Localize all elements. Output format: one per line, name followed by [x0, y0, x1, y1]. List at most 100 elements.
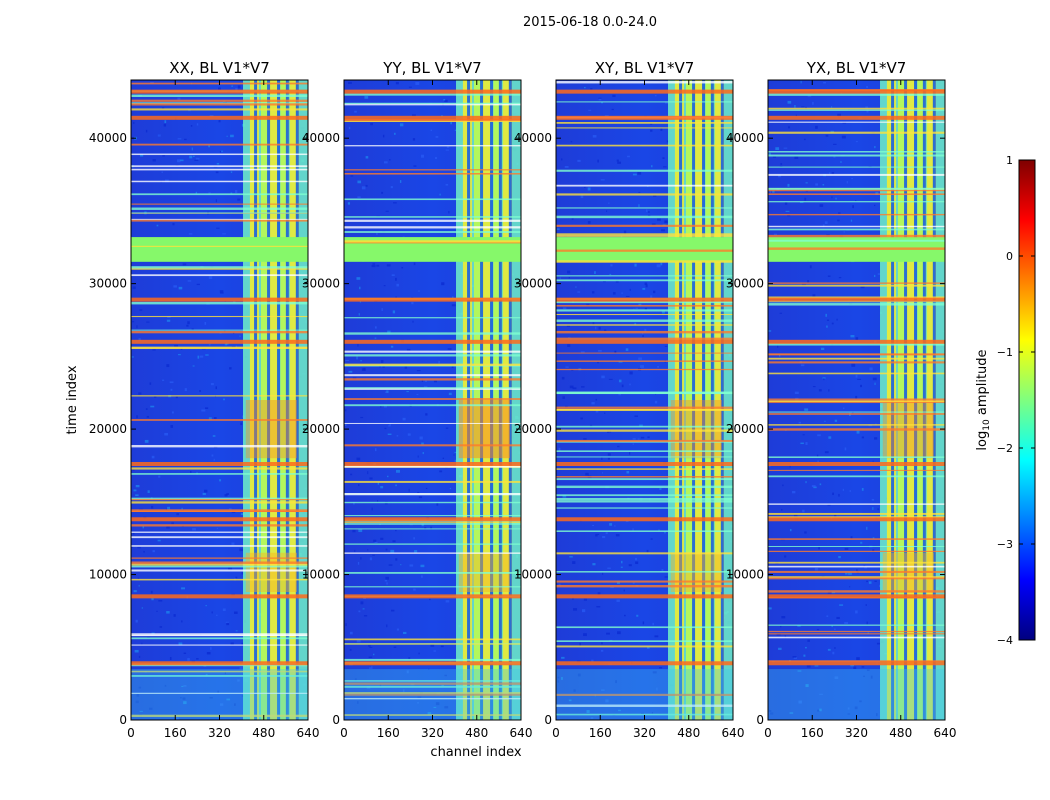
time-row — [344, 682, 521, 685]
panel-title: YX, BL V1*V7 — [806, 59, 907, 77]
noise-speck — [196, 123, 199, 126]
noise-speck — [866, 526, 868, 530]
rfi-stripe — [694, 80, 704, 720]
time-row — [768, 353, 945, 355]
noise-speck — [219, 479, 222, 482]
time-row — [768, 151, 945, 153]
noise-speck — [661, 568, 664, 572]
noise-speck — [224, 671, 226, 675]
noise-speck — [441, 282, 445, 286]
noise-speck — [216, 163, 220, 165]
noise-speck — [800, 442, 804, 445]
y-tick-label: 0 — [119, 713, 127, 727]
noise-speck — [393, 646, 397, 648]
x-axis-label: channel index — [430, 745, 521, 760]
low-time-band — [768, 669, 945, 720]
noise-speck — [783, 147, 788, 149]
noise-speck — [222, 608, 226, 612]
colorbar-tick-label: −4 — [997, 634, 1013, 647]
time-row — [131, 108, 308, 111]
noise-speck — [146, 321, 150, 323]
time-row — [344, 692, 521, 694]
noise-speck — [417, 491, 420, 494]
time-row — [344, 172, 521, 175]
noise-speck — [625, 348, 629, 351]
noise-speck — [590, 717, 594, 719]
noise-speck — [415, 82, 420, 85]
noise-speck — [662, 157, 665, 159]
noise-speck — [390, 186, 393, 189]
hot-row — [556, 462, 733, 466]
heatmap-panel-1: XX, BL V1*V7 0 160 320 480 640 0 10000 20000 3000… — [89, 59, 320, 740]
noise-speck — [844, 547, 849, 551]
noise-speck — [819, 708, 822, 712]
time-row — [131, 509, 308, 512]
noise-speck — [136, 325, 138, 329]
time-row — [344, 378, 521, 381]
noise-speck — [433, 380, 437, 383]
noise-speck — [816, 454, 819, 458]
time-row — [344, 515, 521, 517]
noise-speck — [827, 648, 831, 651]
time-row — [344, 404, 521, 407]
time-row — [131, 102, 308, 104]
time-row — [768, 166, 945, 168]
time-row — [131, 674, 308, 677]
time-row — [556, 368, 733, 371]
colorbar-tick-label: −3 — [997, 538, 1013, 551]
noise-speck — [585, 472, 589, 476]
noise-speck — [430, 644, 435, 647]
noise-speck — [387, 330, 391, 333]
noise-speck — [664, 531, 666, 534]
time-row — [556, 352, 733, 354]
noise-speck — [777, 345, 779, 348]
noise-speck — [147, 636, 151, 638]
hot-row — [344, 297, 521, 302]
noise-speck — [855, 141, 858, 143]
noise-speck — [769, 190, 771, 194]
noise-speck — [178, 354, 181, 356]
noise-speck — [794, 156, 799, 159]
noise-speck — [384, 427, 387, 430]
noise-speck — [354, 110, 357, 113]
noise-speck — [454, 451, 457, 454]
noise-speck — [371, 507, 373, 511]
noise-speck — [374, 337, 377, 339]
noise-speck — [381, 308, 383, 312]
noise-speck — [438, 360, 440, 364]
noise-speck — [623, 614, 626, 617]
time-row — [768, 282, 945, 284]
noise-speck — [558, 583, 561, 587]
noise-speck — [361, 186, 366, 190]
noise-speck — [393, 202, 397, 204]
noise-speck — [597, 592, 601, 595]
noise-speck — [840, 161, 842, 163]
noise-speck — [208, 145, 211, 148]
time-row — [556, 494, 733, 497]
noise-speck — [234, 190, 238, 194]
noise-speck — [768, 152, 771, 156]
noise-speck — [138, 392, 142, 395]
noise-speck — [388, 564, 393, 566]
noise-speck — [647, 436, 650, 439]
time-row — [556, 713, 733, 716]
noise-speck — [627, 155, 630, 158]
noise-speck — [654, 635, 659, 638]
time-row — [344, 422, 521, 424]
noise-speck — [656, 264, 661, 268]
time-row — [768, 545, 945, 548]
noise-speck — [413, 165, 417, 167]
time-row — [556, 122, 733, 124]
x-tick-label: 640 — [510, 726, 533, 740]
noise-speck — [654, 400, 658, 404]
noise-speck — [157, 539, 161, 542]
noise-speck — [664, 220, 667, 223]
noise-speck — [600, 179, 605, 181]
noise-speck — [856, 569, 858, 573]
time-row — [768, 570, 945, 573]
noise-speck — [388, 159, 391, 161]
time-row — [344, 169, 521, 171]
noise-speck — [602, 572, 604, 575]
noise-speck — [386, 475, 389, 478]
x-tick-label: 0 — [127, 726, 135, 740]
